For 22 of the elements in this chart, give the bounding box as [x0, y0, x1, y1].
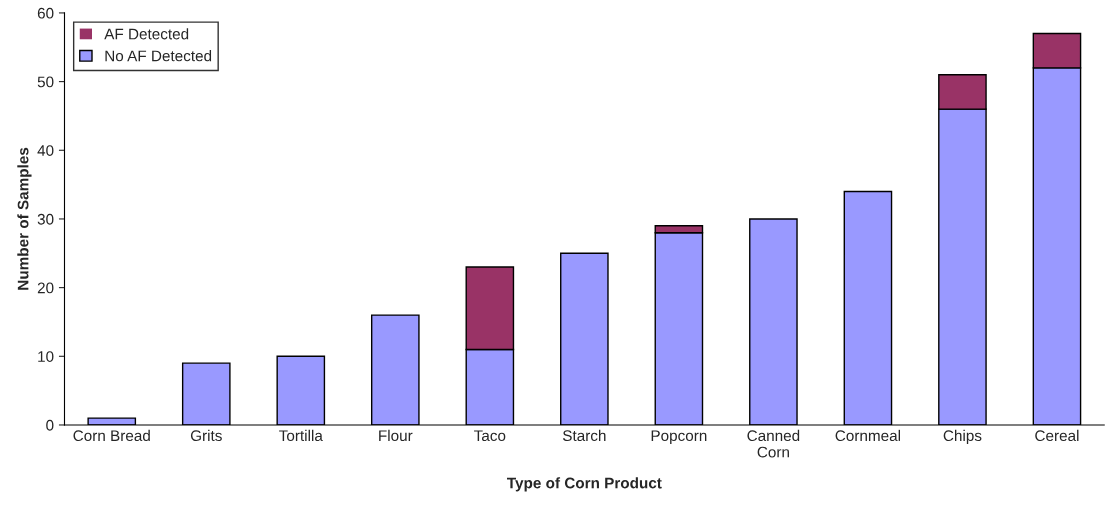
x-tick-label: Starch	[562, 429, 606, 442]
x-tick-label: Grits	[190, 429, 222, 442]
y-tick-label: 30	[37, 213, 54, 225]
y-tick-label: 60	[37, 7, 54, 19]
x-tick-label: Cornmeal	[835, 429, 901, 442]
x-tick-label: Cereal	[1035, 429, 1079, 442]
x-tick-label: Tortilla	[279, 429, 323, 442]
y-axis-title: Number of Samples	[17, 147, 32, 290]
x-tick-label: Corn Bread	[73, 429, 150, 442]
x-tick-label: Popcorn	[651, 430, 707, 445]
x-tick-label: Flour	[379, 429, 413, 442]
y-tick-label: 0	[46, 419, 54, 431]
y-tick-label: 10	[38, 351, 54, 362]
x-axis-title: Type of Corn Product	[507, 477, 662, 492]
y-tick-label: 40	[37, 145, 54, 156]
legend-label: AF Detected	[104, 28, 189, 40]
legend-label: No AF Detected	[105, 50, 212, 62]
x-tick-label: Chips	[943, 429, 982, 445]
y-tick-label: 50	[37, 76, 54, 88]
x-tick-label: Taco	[474, 430, 506, 442]
y-tick-label: 20	[37, 282, 54, 294]
x-tick-label: Canned Corn	[747, 429, 800, 458]
